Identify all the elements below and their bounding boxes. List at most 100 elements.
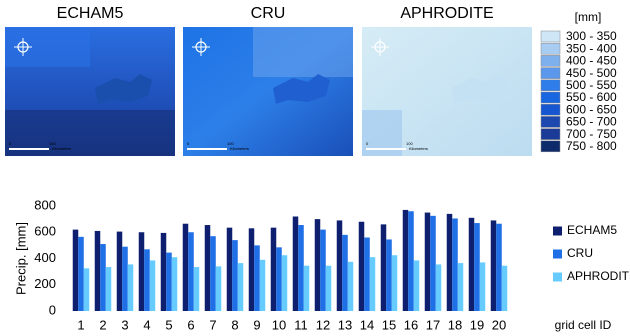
bar [436,264,442,311]
bar [430,216,436,311]
bar [84,268,90,311]
map-title: APHRODITE [400,5,493,22]
x-tick-label: 10 [272,317,286,332]
bar [172,257,178,311]
bar [502,266,508,311]
bar [161,233,167,311]
legend-swatch [541,92,560,103]
x-tick-label: 12 [316,317,330,332]
x-tick-label: 13 [338,317,352,332]
bar [364,238,370,312]
legend-swatch [541,116,560,127]
x-tick-label: 15 [382,317,396,332]
bar [276,247,282,311]
bar [73,230,79,311]
bar [194,267,200,311]
x-tick-label: 18 [448,317,462,332]
bar [232,240,238,311]
bar [298,225,304,311]
bar [491,220,497,311]
legend-label: APHRODITE [567,269,630,283]
bar [359,222,365,311]
legend-swatch [541,43,560,54]
map-title: CRU [251,5,286,22]
bar [342,235,348,311]
scale-bar [9,148,49,150]
x-tick-label: 8 [231,317,238,332]
bar [403,210,409,311]
bar [78,237,84,311]
legend-swatch [541,68,560,79]
bar [458,263,464,311]
legend-swatch [541,31,560,42]
bar [166,253,172,311]
bar [106,267,112,311]
legend-swatch [541,129,560,140]
bar [188,232,194,311]
bar [139,232,145,311]
legend-swatch [541,55,560,66]
bar [480,262,486,311]
y-tick-label: 400 [34,250,56,265]
y-tick-label: 600 [34,224,56,239]
bar [496,224,502,311]
bar [370,257,376,311]
x-tick-label: 20 [492,317,506,332]
map-title: ECHAM5 [57,5,124,22]
map-cell [253,27,353,77]
bar [227,228,233,311]
legend-label: ECHAM5 [567,223,617,237]
bar [320,230,326,311]
bar [304,266,310,311]
map-legend: [mm]300 - 350350 - 400400 - 450450 - 500… [541,10,617,153]
bar [271,228,277,311]
bar [117,232,123,311]
x-tick-label: 16 [404,317,418,332]
bar [293,217,299,312]
x-tick-label: 19 [470,317,484,332]
scale-bar [187,148,227,150]
figure: [mm]300 - 350350 - 400400 - 450450 - 500… [0,0,630,336]
bar [100,244,106,311]
y-axis-title: Precip. [mm] [13,222,28,295]
legend-label: CRU [567,246,593,260]
bar [381,224,387,311]
x-tick-label: 7 [209,317,216,332]
y-tick-label: 0 [49,302,56,317]
bar [469,218,475,311]
x-tick-label: 14 [360,317,374,332]
bar [282,255,288,311]
bar [326,266,332,311]
bar [183,224,189,311]
bar [249,228,255,311]
bar [216,266,222,311]
bar [315,219,321,311]
legend-swatch [553,227,562,236]
y-tick-label: 200 [34,276,56,291]
bar [348,262,354,311]
legend-swatch [541,104,560,115]
bar [408,211,414,311]
scale-label: Kilometers [409,146,428,151]
y-tick-label: 800 [34,197,56,212]
legend-swatch [541,141,560,152]
bar [128,264,134,311]
bar [474,223,480,311]
bar [260,260,266,311]
x-tick-label: 2 [99,317,106,332]
bar [205,225,211,311]
x-axis-title: grid cell ID [555,318,612,332]
bar [414,260,420,311]
x-tick-label: 17 [426,317,440,332]
x-tick-label: 9 [253,317,260,332]
legend-swatch [553,273,562,282]
bar [150,260,156,311]
x-tick-label: 4 [143,317,150,332]
bar [452,218,458,311]
x-tick-label: 3 [121,317,128,332]
bar [254,245,260,311]
x-tick-label: 5 [165,317,172,332]
x-tick-label: 6 [187,317,194,332]
bar [386,239,392,311]
